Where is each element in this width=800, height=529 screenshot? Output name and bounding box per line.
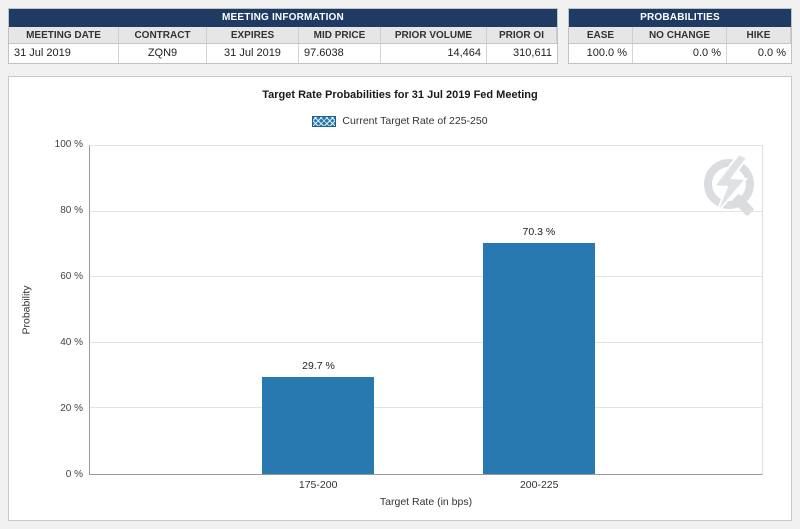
bar[interactable] bbox=[482, 243, 595, 474]
no-change-value: 0.0 % bbox=[633, 44, 727, 63]
quikstrike-watermark-icon bbox=[692, 152, 766, 233]
legend-label: Current Target Rate of 225-250 bbox=[342, 115, 488, 127]
y-tick-label: 60 % bbox=[60, 271, 83, 282]
col-header-contract: CONTRACT bbox=[119, 27, 207, 44]
probabilities-grid: EASE NO CHANGE HIKE 100.0 % 0.0 % 0.0 % bbox=[569, 27, 791, 63]
x-axis-labels: 175-200 200-225 bbox=[89, 475, 763, 493]
bar-group-200-225: 70.3 % bbox=[482, 146, 595, 474]
x-tick-label: 200-225 bbox=[519, 479, 559, 491]
col-header-prior-volume: PRIOR VOLUME bbox=[381, 27, 487, 44]
y-tick-label: 80 % bbox=[60, 205, 83, 216]
plot-area: 29.7 % 70.3 % bbox=[89, 145, 763, 475]
col-header-ease: EASE bbox=[569, 27, 633, 44]
chart-panel: Target Rate Probabilities for 31 Jul 201… bbox=[8, 76, 792, 521]
contract-value: ZQN9 bbox=[119, 44, 207, 63]
y-axis-title: Probability bbox=[21, 285, 33, 335]
bar-value-label: 70.3 % bbox=[522, 226, 556, 239]
gridline bbox=[90, 210, 762, 212]
top-tables-row: MEETING INFORMATION MEETING DATE CONTRAC… bbox=[8, 8, 792, 64]
meeting-information-grid: MEETING DATE CONTRACT EXPIRES MID PRICE … bbox=[9, 27, 557, 63]
chart-area: Probability 0 % 20 % 40 % 60 % 80 % 100 % 29.… bbox=[9, 139, 791, 480]
gridline bbox=[90, 276, 762, 278]
col-header-meeting-date: MEETING DATE bbox=[9, 27, 119, 44]
y-tick-label: 100 % bbox=[54, 139, 83, 150]
mid-price-value: 97.6038 bbox=[299, 44, 381, 63]
gridline bbox=[90, 145, 762, 146]
y-tick-label: 40 % bbox=[60, 337, 83, 348]
col-header-mid-price: MID PRICE bbox=[299, 27, 381, 44]
x-tick-label: 175-200 bbox=[298, 479, 338, 491]
gridline bbox=[90, 341, 762, 343]
col-header-expires: EXPIRES bbox=[207, 27, 299, 44]
expires-value: 31 Jul 2019 bbox=[207, 44, 299, 63]
col-header-hike: HIKE bbox=[727, 27, 791, 44]
chart-legend: Current Target Rate of 225-250 bbox=[9, 115, 791, 127]
bar-value-label: 29.7 % bbox=[302, 359, 335, 372]
ease-value: 100.0 % bbox=[569, 44, 633, 63]
meeting-information-header: MEETING INFORMATION bbox=[9, 9, 557, 27]
hike-value: 0.0 % bbox=[727, 44, 791, 63]
probabilities-table: PROBABILITIES EASE NO CHANGE HIKE 100.0 … bbox=[568, 8, 792, 64]
meeting-date-value: 31 Jul 2019 bbox=[9, 44, 119, 63]
col-header-no-change: NO CHANGE bbox=[633, 27, 727, 44]
y-axis-ticks: 0 % 20 % 40 % 60 % 80 % 100 % bbox=[39, 139, 89, 480]
probabilities-header: PROBABILITIES bbox=[569, 9, 791, 27]
bar-group-175-200: 29.7 % bbox=[262, 146, 375, 474]
y-tick-label: 0 % bbox=[65, 469, 83, 480]
col-header-prior-oi: PRIOR OI bbox=[487, 27, 557, 44]
y-tick-label: 20 % bbox=[60, 403, 83, 414]
prior-oi-value: 310,611 bbox=[487, 44, 557, 63]
gridline bbox=[90, 407, 762, 409]
bar[interactable] bbox=[262, 376, 375, 474]
legend-swatch-icon bbox=[312, 115, 337, 127]
x-axis-title: Target Rate (in bps) bbox=[379, 496, 473, 508]
chart-title: Target Rate Probabilities for 31 Jul 201… bbox=[262, 89, 538, 101]
prior-volume-value: 14,464 bbox=[381, 44, 487, 63]
meeting-information-table: MEETING INFORMATION MEETING DATE CONTRAC… bbox=[8, 8, 558, 64]
